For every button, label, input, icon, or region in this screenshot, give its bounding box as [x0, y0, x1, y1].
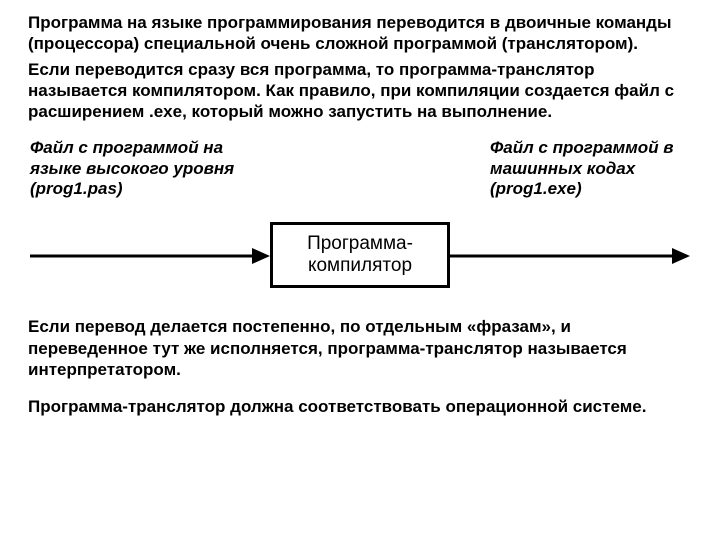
paragraph-2: Если переводится сразу вся программа, то…: [28, 59, 692, 123]
compiler-box-label: Программа-компилятор: [279, 233, 441, 277]
slide: Программа на языке программирования пере…: [0, 0, 720, 540]
arrow-left-head: [252, 248, 270, 264]
compiler-flowchart: Файл с программой на языке высокого уров…: [30, 138, 690, 298]
paragraph-4: Программа-транслятор должна соответствов…: [28, 396, 692, 417]
compiler-box: Программа-компилятор: [270, 222, 450, 288]
paragraph-1: Программа на языке программирования пере…: [28, 12, 692, 55]
paragraph-3: Если перевод делается постепенно, по отд…: [28, 316, 692, 380]
arrow-right-head: [672, 248, 690, 264]
